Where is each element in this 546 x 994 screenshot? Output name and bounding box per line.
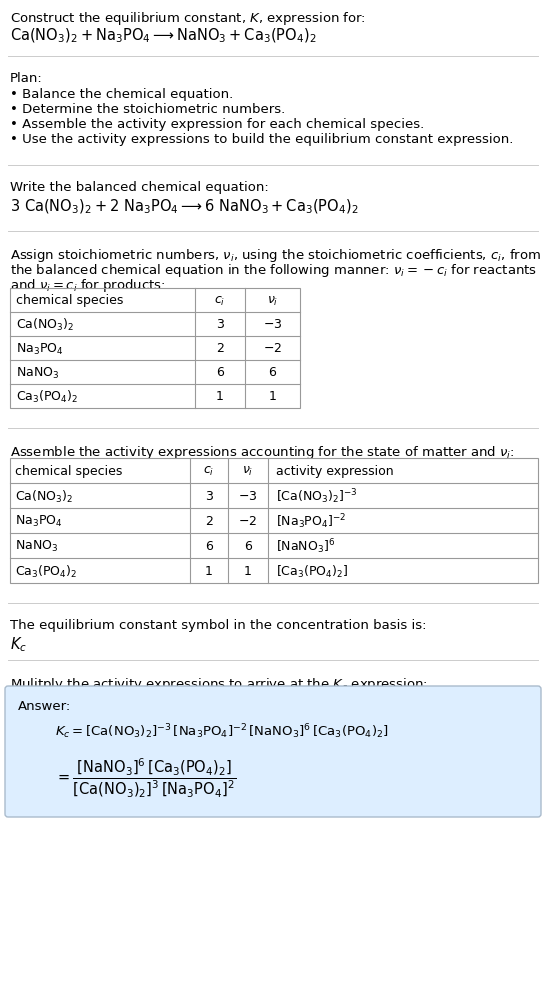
Text: $-2$: $-2$	[263, 342, 282, 355]
Text: Mulitply the activity expressions to arrive at the $K_c$ expression:: Mulitply the activity expressions to arr…	[10, 675, 428, 692]
Bar	[10, 458, 538, 583]
Text: chemical species: chemical species	[16, 294, 123, 307]
Text: $\mathrm{NaNO_3}$: $\mathrm{NaNO_3}$	[15, 539, 58, 554]
Text: 3: 3	[205, 489, 213, 503]
Text: 6: 6	[244, 540, 252, 553]
Text: Assemble the activity expressions accounting for the state of matter and $\nu_i$: Assemble the activity expressions accoun…	[10, 443, 515, 460]
Text: 1: 1	[269, 390, 276, 404]
Text: chemical species: chemical species	[15, 464, 122, 477]
Text: $\mathrm{Na_3PO_4}$: $\mathrm{Na_3PO_4}$	[15, 514, 63, 529]
Text: Construct the equilibrium constant, $K$, expression for:: Construct the equilibrium constant, $K$,…	[10, 10, 366, 27]
Text: the balanced chemical equation in the following manner: $\nu_i = -c_i$ for react: the balanced chemical equation in the fo…	[10, 261, 537, 278]
Text: Plan:: Plan:	[10, 72, 43, 84]
Text: $= \dfrac{[\mathrm{NaNO_3}]^{6}\,[\mathrm{Ca_3(PO_4)_2}]}{[\mathrm{Ca(NO_3)_2}]^: $= \dfrac{[\mathrm{NaNO_3}]^{6}\,[\mathr…	[55, 756, 236, 799]
Text: 1: 1	[205, 565, 213, 578]
Text: $[\mathrm{Ca_3(PO_4)_2}]$: $[\mathrm{Ca_3(PO_4)_2}]$	[276, 563, 348, 579]
Text: 1: 1	[244, 565, 252, 578]
Text: 6: 6	[269, 366, 276, 379]
Text: 2: 2	[216, 342, 224, 355]
Text: $3\ \mathrm{Ca(NO_3)_2} + 2\ \mathrm{Na_3PO_4} \longrightarrow 6\ \mathrm{NaNO_3: $3\ \mathrm{Ca(NO_3)_2} + 2\ \mathrm{Na_…	[10, 198, 359, 216]
Text: $\nu_i$: $\nu_i$	[242, 464, 254, 477]
Text: 3: 3	[216, 318, 224, 331]
Text: $[\mathrm{Ca(NO_3)_2}]^{-3}$: $[\mathrm{Ca(NO_3)_2}]^{-3}$	[276, 487, 358, 505]
FancyBboxPatch shape	[5, 686, 541, 817]
Text: $\mathrm{Ca(NO_3)_2}$: $\mathrm{Ca(NO_3)_2}$	[15, 488, 73, 504]
Text: $[\mathrm{Na_3PO_4}]^{-2}$: $[\mathrm{Na_3PO_4}]^{-2}$	[276, 512, 346, 531]
Text: $\mathrm{Ca_3(PO_4)_2}$: $\mathrm{Ca_3(PO_4)_2}$	[15, 563, 78, 579]
Text: • Assemble the activity expression for each chemical species.: • Assemble the activity expression for e…	[10, 118, 424, 131]
Text: $\mathrm{Na_3PO_4}$: $\mathrm{Na_3PO_4}$	[16, 341, 63, 356]
Text: Answer:: Answer:	[18, 700, 71, 713]
Text: $K_c$: $K_c$	[10, 634, 27, 653]
Text: • Determine the stoichiometric numbers.: • Determine the stoichiometric numbers.	[10, 103, 285, 116]
Text: $\mathrm{Ca(NO_3)_2}$: $\mathrm{Ca(NO_3)_2}$	[16, 317, 74, 333]
Text: 6: 6	[205, 540, 213, 553]
Text: • Balance the chemical equation.: • Balance the chemical equation.	[10, 87, 233, 101]
Text: $\mathrm{Ca_3(PO_4)_2}$: $\mathrm{Ca_3(PO_4)_2}$	[16, 389, 78, 405]
Text: Assign stoichiometric numbers, $\nu_i$, using the stoichiometric coefficients, $: Assign stoichiometric numbers, $\nu_i$, …	[10, 247, 541, 263]
Text: $\mathrm{Ca(NO_3)_2 + Na_3PO_4 \longrightarrow NaNO_3 + Ca_3(PO_4)_2}$: $\mathrm{Ca(NO_3)_2 + Na_3PO_4 \longrigh…	[10, 27, 317, 46]
Text: 6: 6	[216, 366, 224, 379]
Text: The equilibrium constant symbol in the concentration basis is:: The equilibrium constant symbol in the c…	[10, 618, 426, 631]
Text: • Use the activity expressions to build the equilibrium constant expression.: • Use the activity expressions to build …	[10, 133, 513, 146]
Text: $-2$: $-2$	[239, 515, 258, 528]
Text: $c_i$: $c_i$	[215, 294, 225, 307]
Text: 2: 2	[205, 515, 213, 528]
Text: $[\mathrm{NaNO_3}]^{6}$: $[\mathrm{NaNO_3}]^{6}$	[276, 537, 335, 556]
Text: $\nu_i$: $\nu_i$	[267, 294, 278, 307]
Text: activity expression: activity expression	[276, 464, 394, 477]
Text: $\mathrm{NaNO_3}$: $\mathrm{NaNO_3}$	[16, 365, 59, 380]
Text: Write the balanced chemical equation:: Write the balanced chemical equation:	[10, 181, 269, 194]
Text: $K_c = [\mathrm{Ca(NO_3)_2}]^{-3}\,[\mathrm{Na_3PO_4}]^{-2}\,[\mathrm{NaNO_3}]^{: $K_c = [\mathrm{Ca(NO_3)_2}]^{-3}\,[\mat…	[55, 722, 389, 740]
Text: $c_i$: $c_i$	[203, 464, 215, 477]
Text: and $\nu_i = c_i$ for products:: and $\nu_i = c_i$ for products:	[10, 276, 165, 293]
Text: 1: 1	[216, 390, 224, 404]
Bar	[10, 288, 300, 409]
Text: $-3$: $-3$	[238, 489, 258, 503]
Text: $-3$: $-3$	[263, 318, 282, 331]
